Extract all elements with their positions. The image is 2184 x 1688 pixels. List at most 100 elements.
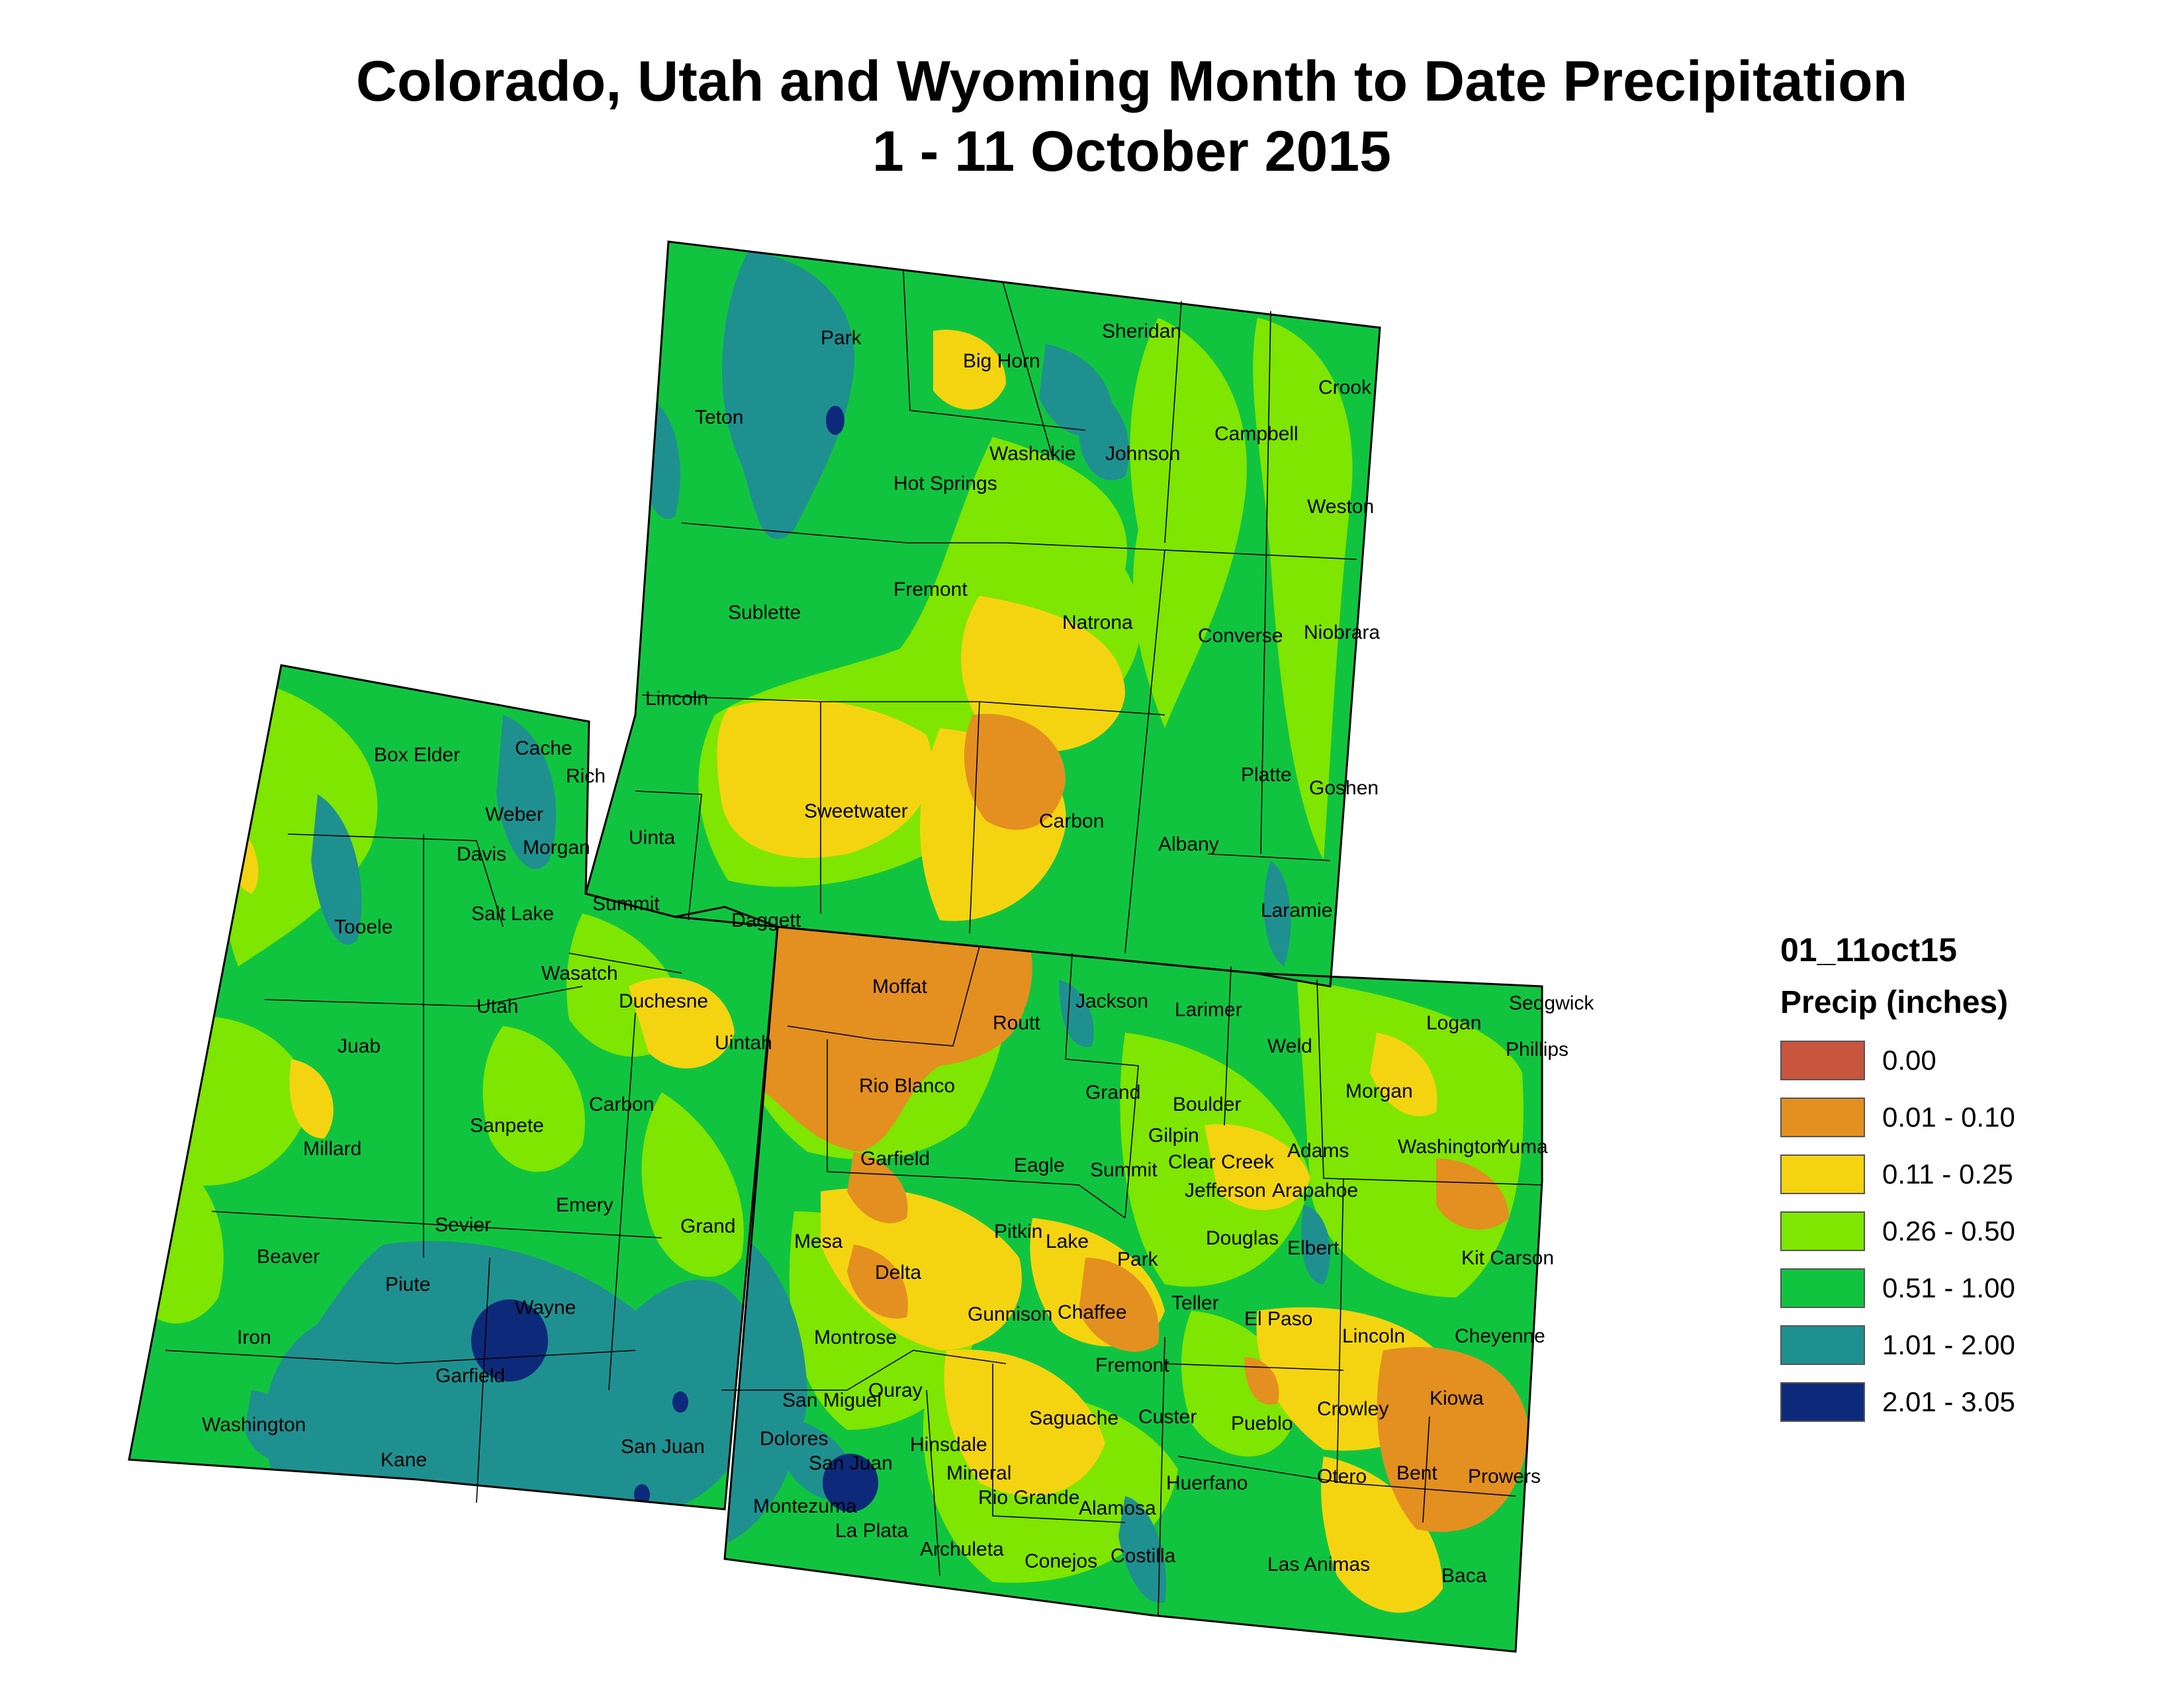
county-label-sheridan: Sheridan (1102, 320, 1181, 342)
county-label-morgan-ut: Morgan (523, 837, 590, 859)
county-label-prowers: Prowers (1468, 1466, 1541, 1487)
county-label-fremont-co: Fremont (1095, 1354, 1169, 1376)
county-label-campbell: Campbell (1214, 423, 1298, 445)
colorado-state (725, 927, 1542, 1652)
map-title: Colorado, Utah and Wyoming Month to Date… (0, 46, 2184, 187)
county-label-sweetwater: Sweetwater (804, 800, 908, 822)
county-label-rio-grande: Rio Grande (978, 1487, 1079, 1509)
county-label-crowley: Crowley (1317, 1398, 1388, 1420)
county-label-grand-co: Grand (1085, 1082, 1140, 1103)
county-label-dolores: Dolores (760, 1428, 828, 1450)
county-label-pueblo: Pueblo (1231, 1413, 1293, 1434)
legend-heading: Precip (inches) (1780, 985, 2009, 1020)
county-label-salt-lake: Salt Lake (471, 903, 554, 925)
county-label-garfield-co: Garfield (860, 1148, 930, 1170)
county-label-clear-creek: Clear Creek (1168, 1151, 1275, 1173)
county-label-carbon-ut: Carbon (589, 1094, 654, 1115)
county-label-sublette: Sublette (728, 602, 801, 624)
county-label-lake: Lake (1046, 1231, 1089, 1252)
county-label-wayne: Wayne (515, 1297, 576, 1319)
county-label-johnson: Johnson (1105, 443, 1180, 465)
county-label-ouray: Ouray (868, 1380, 923, 1401)
county-label-adams: Adams (1287, 1140, 1349, 1162)
county-label-carbon-wy: Carbon (1039, 810, 1104, 832)
county-label-moffat: Moffat (872, 976, 927, 998)
county-label-albany: Albany (1158, 833, 1219, 855)
county-label-alamosa: Alamosa (1079, 1497, 1156, 1519)
legend-label: 1.01 - 2.00 (1882, 1329, 2015, 1360)
county-label-natrona: Natrona (1062, 612, 1133, 633)
county-label-san-juan-co: San Juan (809, 1452, 893, 1474)
county-label-kiowa: Kiowa (1430, 1387, 1484, 1409)
county-label-box-elder: Box Elder (374, 744, 460, 766)
county-label-uintah: Uintah (715, 1032, 772, 1054)
county-label-hot-springs: Hot Springs (893, 473, 997, 494)
county-label-yuma: Yuma (1497, 1136, 1548, 1158)
county-label-summit-ut: Summit (592, 893, 660, 915)
county-label-montrose: Montrose (814, 1327, 897, 1348)
county-label-las-animas: Las Animas (1267, 1554, 1370, 1575)
county-label-rich: Rich (566, 765, 606, 787)
county-label-park-co: Park (1117, 1248, 1159, 1270)
colorado-outline (723, 925, 1543, 1653)
county-label-routt: Routt (993, 1012, 1040, 1034)
county-label-archuleta: Archuleta (920, 1538, 1004, 1560)
county-label-millard: Millard (303, 1138, 361, 1160)
legend-label: 0.51 - 1.00 (1882, 1272, 2015, 1303)
wyoming-state (586, 242, 1380, 986)
county-label-cheyenne: Cheyenne (1455, 1325, 1545, 1347)
county-label-teton: Teton (695, 406, 743, 428)
county-label-teller: Teller (1171, 1292, 1219, 1314)
county-label-piute: Piute (385, 1274, 430, 1295)
county-label-pitkin: Pitkin (994, 1221, 1042, 1243)
county-label-tooele: Tooele (334, 916, 392, 938)
county-label-iron: Iron (237, 1327, 271, 1348)
county-label-jackson: Jackson (1075, 990, 1148, 1012)
county-label-sevier: Sevier (435, 1214, 491, 1236)
county-label-utah: Utah (477, 996, 518, 1017)
county-label-boulder: Boulder (1173, 1094, 1241, 1115)
county-label-sedgwick: Sedgwick (1509, 992, 1594, 1014)
title-line-2: 1 - 11 October 2015 (872, 120, 1391, 183)
legend-label: 0.11 - 0.25 (1882, 1158, 2013, 1190)
county-label-washington-co: Washington (1398, 1136, 1502, 1158)
county-label-delta: Delta (875, 1262, 921, 1284)
county-label-wasatch: Wasatch (541, 962, 618, 984)
county-label-bent: Bent (1396, 1462, 1437, 1484)
legend-item: 0.11 - 0.25 (1780, 1146, 2151, 1203)
county-label-washakie: Washakie (989, 443, 1076, 465)
county-label-big-horn: Big Horn (963, 350, 1040, 372)
county-label-cache: Cache (515, 737, 572, 759)
title-line-1: Colorado, Utah and Wyoming Month to Date… (355, 50, 1908, 113)
legend-item: 0.01 - 0.10 (1780, 1089, 2151, 1146)
legend-swatch (1780, 1382, 1865, 1422)
county-label-la-plata: La Plata (835, 1520, 908, 1542)
county-label-park-wy: Park (821, 327, 862, 349)
county-label-grand-ut: Grand (680, 1215, 735, 1237)
county-label-mineral: Mineral (946, 1462, 1011, 1484)
county-label-kit-carson: Kit Carson (1461, 1247, 1554, 1269)
legend-swatch (1780, 1041, 1865, 1080)
county-label-otero: Otero (1317, 1466, 1367, 1487)
county-label-larimer: Larimer (1175, 999, 1242, 1021)
legend-layer-name: 01_11oct15 (1780, 931, 1957, 968)
county-label-huerfano: Huerfano (1166, 1472, 1248, 1494)
county-label-lincoln-co: Lincoln (1342, 1325, 1405, 1347)
county-label-daggett: Daggett (731, 910, 801, 931)
county-label-juab: Juab (338, 1035, 381, 1057)
county-label-hinsdale: Hinsdale (910, 1434, 987, 1456)
county-label-arapahoe: Arapahoe (1272, 1180, 1358, 1201)
county-label-lincoln-wy: Lincoln (645, 688, 708, 710)
county-label-eagle: Eagle (1014, 1154, 1065, 1176)
legend: 01_11oct15 Precip (inches) 0.00 0.01 - 0… (1780, 930, 2151, 1430)
county-label-weston: Weston (1307, 496, 1374, 518)
county-label-weber: Weber (485, 804, 543, 825)
county-label-goshen: Goshen (1309, 777, 1379, 799)
county-label-fremont-wy: Fremont (893, 579, 968, 600)
county-label-gilpin: Gilpin (1148, 1125, 1199, 1147)
county-label-weld: Weld (1267, 1035, 1312, 1057)
county-label-uinta-wy: Uinta (629, 827, 675, 849)
legend-label: 0.01 - 0.10 (1882, 1102, 2015, 1133)
county-label-niobrara: Niobrara (1304, 622, 1380, 643)
